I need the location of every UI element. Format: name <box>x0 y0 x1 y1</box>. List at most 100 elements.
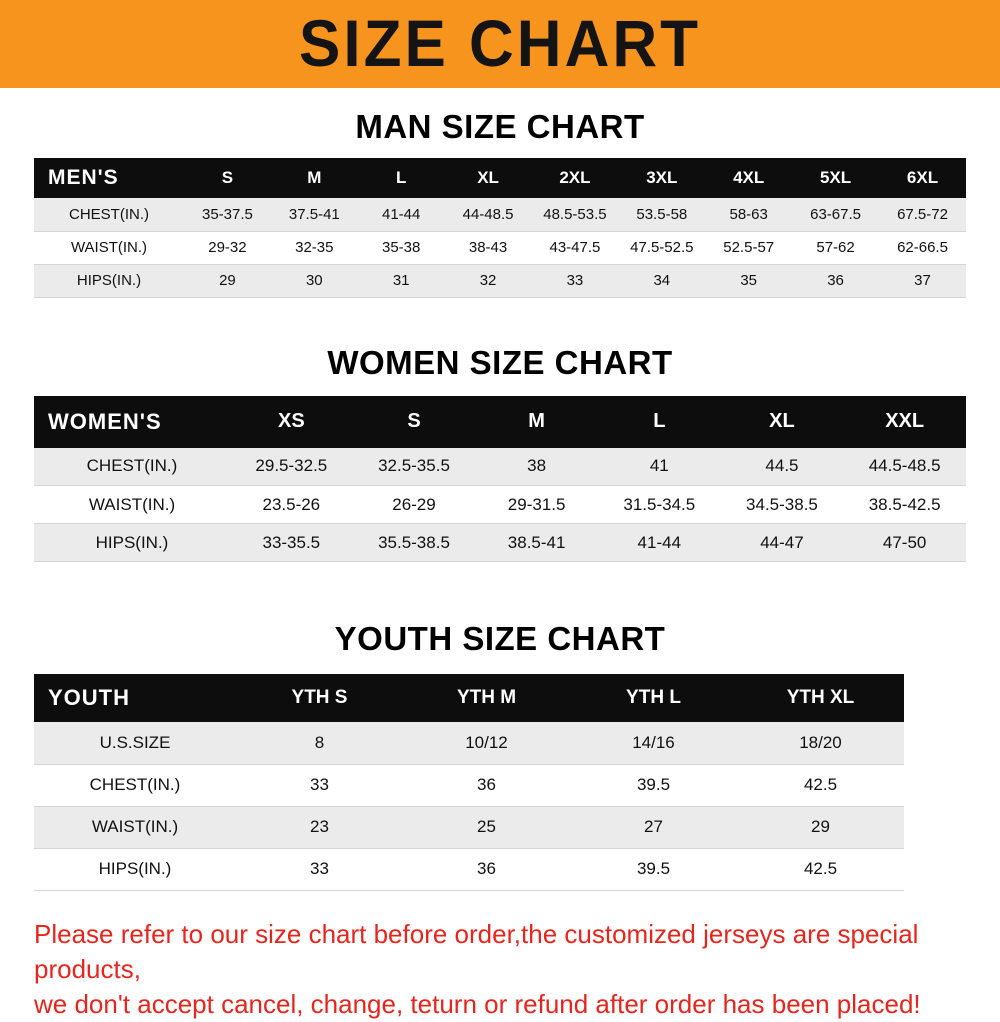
column-header: 2XL <box>559 168 591 187</box>
women-table-header-row: WOMEN'S XS S M L XL XXL <box>34 395 966 448</box>
column-header: XL <box>477 168 499 187</box>
table-cell: 42.5 <box>803 859 838 878</box>
men-table-title: MEN'S <box>48 166 119 189</box>
column-header: S <box>221 168 234 187</box>
column-header: L <box>395 168 407 187</box>
men-table-header-row: MEN'S S M L XL 2XL 3XL 4XL 5XL 6XL <box>34 158 966 198</box>
table-cell: 35 <box>740 272 758 289</box>
women-size-section: WOMEN SIZE CHART WOMEN'S XS S M L XL XXL… <box>0 344 1000 563</box>
table-cell: 47-50 <box>882 532 927 552</box>
table-row: WAIST(IN.) 23 25 27 29 <box>34 806 904 848</box>
column-header: 6XL <box>906 168 939 187</box>
table-cell: 14/16 <box>632 732 675 752</box>
column-header: M <box>307 168 322 187</box>
row-label: WAIST(IN.) <box>70 239 148 256</box>
youth-table-title: YOUTH <box>48 685 130 710</box>
table-cell: 29 <box>811 817 830 836</box>
table-cell: 38.5-41 <box>507 532 566 552</box>
table-cell: 35-38 <box>382 239 421 256</box>
table-cell: 52.5-57 <box>723 239 775 256</box>
table-cell: 38-43 <box>468 239 508 256</box>
table-cell: 48.5-53.5 <box>543 205 607 223</box>
row-label: WAIST(IN.) <box>91 817 179 836</box>
men-size-section: MAN SIZE CHART MEN'S S M L XL 2XL 3XL 4X… <box>0 108 1000 298</box>
women-table-title: WOMEN'S <box>48 408 162 434</box>
table-cell: 35.5-38.5 <box>378 532 450 552</box>
table-cell: 67.5-72 <box>897 205 948 223</box>
table-row: WAIST(IN.) 23.5-26 26-29 29-31.5 31.5-34… <box>34 485 966 524</box>
table-cell: 35-37.5 <box>202 205 253 223</box>
table-cell: 10/12 <box>465 732 508 752</box>
table-cell: 41-44 <box>382 205 421 223</box>
table-cell: 44.5 <box>765 456 799 476</box>
row-label: U.S.SIZE <box>99 732 171 752</box>
youth-size-section: YOUTH SIZE CHART YOUTH YTH S YTH M YTH L… <box>0 620 1000 891</box>
table-row: HIPS(IN.) 29 30 31 32 33 34 35 36 37 <box>34 264 966 297</box>
table-cell: 29 <box>219 272 236 289</box>
table-cell: 29-31.5 <box>507 494 566 514</box>
table-cell: 42.5 <box>803 775 838 794</box>
table-cell: 38.5-42.5 <box>868 494 941 514</box>
table-cell: 32-35 <box>295 239 334 256</box>
row-label: HIPS(IN.) <box>98 859 172 878</box>
order-notice: Please refer to our size chart before or… <box>34 917 962 1022</box>
table-cell: 8 <box>314 732 325 752</box>
table-cell: 36 <box>477 859 496 878</box>
column-header: S <box>407 410 421 432</box>
table-cell: 29-32 <box>208 239 247 256</box>
table-cell: 31.5-34.5 <box>623 494 696 514</box>
table-cell: 37 <box>914 272 931 289</box>
table-cell: 34 <box>653 272 671 289</box>
table-cell: 23 <box>310 817 329 836</box>
column-header: XL <box>769 410 795 432</box>
row-label: CHEST(IN.) <box>89 775 181 794</box>
row-label: HIPS(IN.) <box>76 272 142 289</box>
table-cell: 36 <box>477 775 496 794</box>
column-header: YTH L <box>626 687 681 708</box>
table-cell: 29.5-32.5 <box>255 456 328 476</box>
row-label: CHEST(IN.) <box>69 205 149 223</box>
column-header: YTH S <box>291 687 348 708</box>
youth-section-heading: YOUTH SIZE CHART <box>334 620 666 657</box>
column-header: YTH M <box>456 687 517 708</box>
notice-line-1: Please refer to our size chart before or… <box>34 918 919 984</box>
table-cell: 38 <box>527 456 547 476</box>
table-cell: 23.5-26 <box>262 494 321 514</box>
table-cell: 26-29 <box>392 494 436 514</box>
table-cell: 41 <box>649 456 669 476</box>
table-cell: 44.5-48.5 <box>868 456 941 476</box>
column-header: 3XL <box>646 168 678 187</box>
column-header: 5XL <box>819 168 852 187</box>
table-row: CHEST(IN.) 29.5-32.5 32.5-35.5 38 41 44.… <box>34 447 966 486</box>
table-row: U.S.SIZE 8 10/12 14/16 18/20 <box>34 722 904 764</box>
column-header: XS <box>277 410 305 432</box>
table-cell: 44-48.5 <box>462 205 514 223</box>
youth-size-table: YOUTH YTH S YTH M YTH L YTH XL U.S.SIZE … <box>34 674 904 891</box>
table-cell: 18/20 <box>799 732 842 752</box>
row-label: HIPS(IN.) <box>95 532 169 552</box>
row-label: CHEST(IN.) <box>86 456 178 476</box>
table-cell: 33 <box>310 775 329 794</box>
women-size-table: WOMEN'S XS S M L XL XXL CHEST(IN.) 29.5-… <box>34 395 966 563</box>
column-header: 4XL <box>733 168 765 187</box>
table-row: CHEST(IN.) 33 36 39.5 42.5 <box>34 764 904 806</box>
column-header: L <box>653 410 666 432</box>
table-cell: 32 <box>479 272 497 289</box>
women-section-heading: WOMEN SIZE CHART <box>327 343 673 381</box>
table-cell: 39.5 <box>636 775 671 794</box>
men-section-heading: MAN SIZE CHART <box>355 108 645 145</box>
row-label: WAIST(IN.) <box>88 494 176 514</box>
column-header: M <box>528 410 545 432</box>
table-cell: 32.5-35.5 <box>378 456 450 476</box>
table-cell: 36 <box>827 272 844 289</box>
column-header: XXL <box>885 410 925 432</box>
table-cell: 33 <box>566 272 584 289</box>
table-cell: 39.5 <box>636 859 671 878</box>
table-cell: 41-44 <box>637 532 682 552</box>
table-cell: 63-67.5 <box>810 205 861 223</box>
table-cell: 57-62 <box>816 239 855 256</box>
table-cell: 25 <box>477 817 496 836</box>
banner-title: SIZE CHART <box>299 7 701 81</box>
table-cell: 33 <box>310 859 329 878</box>
